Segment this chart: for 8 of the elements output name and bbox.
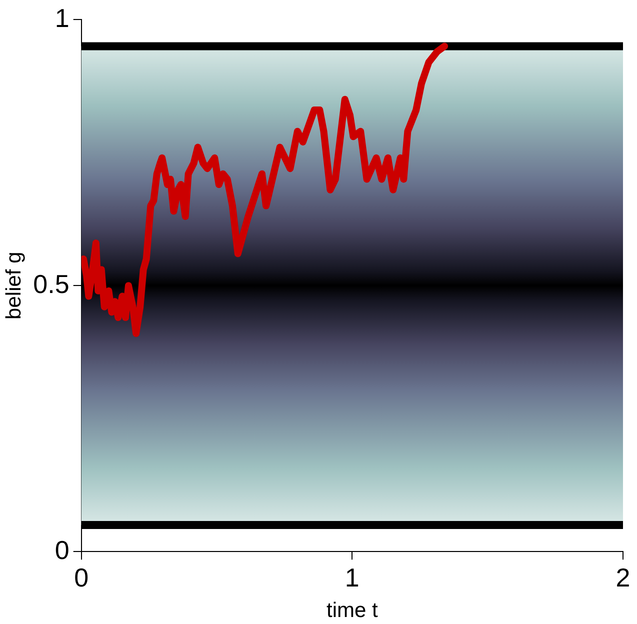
- x-tick-label: 2: [616, 562, 630, 592]
- x-tick-label: 0: [74, 562, 89, 592]
- y-tick-label: 0.5: [33, 268, 70, 299]
- x-tick-label: 1: [344, 562, 360, 592]
- y-tick-label: 0: [54, 534, 70, 565]
- x-axis-title: time t: [326, 599, 378, 622]
- y-axis-title: belief g: [2, 252, 26, 320]
- y-tick-label: 1: [54, 2, 70, 33]
